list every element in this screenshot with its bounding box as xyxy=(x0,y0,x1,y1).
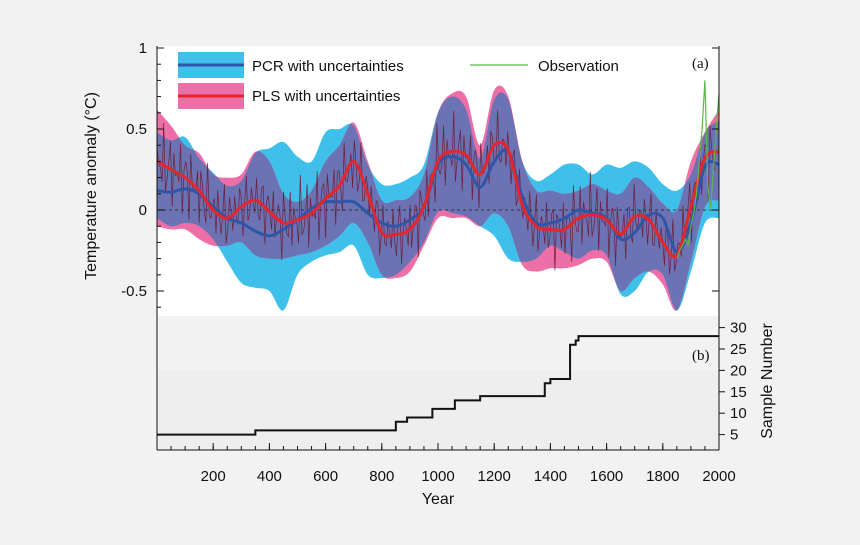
observation-line xyxy=(676,80,720,259)
smoothed-lines xyxy=(156,80,720,259)
x-tick-label: 1800 xyxy=(646,468,679,485)
band-overlap xyxy=(157,92,719,311)
x-tick-label: 400 xyxy=(257,468,282,485)
x-tick-label: 2000 xyxy=(702,468,735,485)
x-tick-label: 1000 xyxy=(421,468,454,485)
x-tick-label: 200 xyxy=(201,468,226,485)
y-axis-a: 1 0.5 0 -0.5 xyxy=(121,40,719,308)
panel-label-a: (a) xyxy=(692,56,709,72)
y-tick-label-b: 25 xyxy=(730,341,747,358)
y-tick-label-b: 10 xyxy=(730,405,747,422)
uncertainty-bands xyxy=(157,85,719,311)
legend-pcr-label: PCR with uncertainties xyxy=(252,58,404,75)
x-tick-label: 600 xyxy=(313,468,338,485)
y-tick-label-a: 0 xyxy=(139,202,147,219)
pls-mean-line xyxy=(156,140,720,259)
y-tick-label-b: 20 xyxy=(730,362,747,379)
x-axis: 200 400 600 800 1000 1200 1400 1600 1800 2000 xyxy=(170,443,736,485)
temperature-panel: 1 0.5 0 -0.5 PCR with uncertainties PLS wit… xyxy=(83,40,720,316)
y-tick-label-a: 1 xyxy=(139,40,147,57)
panel-label-b: (b) xyxy=(692,348,710,364)
legend-pls-label: PLS with uncertainties xyxy=(252,88,400,105)
legend-obs-label: Observation xyxy=(538,58,619,75)
y-axis-label-a: Temperature anomaly (°C) xyxy=(83,92,100,280)
x-tick-label: 1600 xyxy=(590,468,623,485)
y-tick-label-b: 15 xyxy=(730,384,747,401)
y-axis-label-b: Sample Number xyxy=(759,323,776,439)
sample-number-step-line xyxy=(157,335,719,436)
y-tick-label-a: 0.5 xyxy=(126,121,147,138)
sample-number-panel: 5 10 15 20 25 30 (b) Sample Number xyxy=(157,320,776,450)
x-tick-label: 800 xyxy=(369,468,394,485)
y-axis-b: 5 10 15 20 25 30 xyxy=(719,320,747,444)
x-axis-label: Year xyxy=(422,491,455,508)
x-tick-label: 1400 xyxy=(534,468,567,485)
y-tick-label-a: -0.5 xyxy=(121,283,147,300)
x-tick-label: 1200 xyxy=(478,468,511,485)
y-tick-label-b: 5 xyxy=(730,427,738,444)
legend: PCR with uncertainties PLS with uncertai… xyxy=(178,52,619,109)
y-tick-label-b: 30 xyxy=(730,320,747,337)
